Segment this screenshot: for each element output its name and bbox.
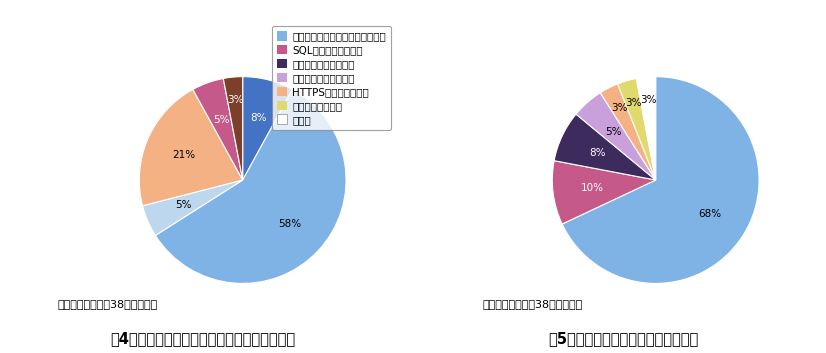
Wedge shape [140,89,243,206]
Text: 図4．今四半期のウェブサイト運営主体の内訳: 図4．今四半期のウェブサイト運営主体の内訳 [110,331,295,346]
Text: 58%: 58% [278,219,301,229]
Text: （今四半期の届出38件の内訳）: （今四半期の届出38件の内訳） [57,299,158,309]
Wedge shape [554,114,656,180]
Wedge shape [636,77,656,180]
Text: 3%: 3% [640,95,657,105]
Wedge shape [553,161,656,224]
Text: 3%: 3% [625,97,642,108]
Text: 8%: 8% [250,113,267,123]
Wedge shape [223,77,243,180]
Text: 図5．今四半期の脆弱性の種類の内訳: 図5．今四半期の脆弱性の種類の内訳 [548,331,699,346]
Legend: クロスサイト・スクリプティング, SQLインジェクション, ファイルの誤った公開, セッション管理の不備, HTTPSの不適切な利用, 認証に関する不備, その: クロスサイト・スクリプティング, SQLインジェクション, ファイルの誤った公開… [272,26,392,130]
Wedge shape [243,77,292,180]
Wedge shape [601,84,656,180]
Text: 3%: 3% [610,103,627,113]
Text: 5%: 5% [176,201,192,210]
Wedge shape [193,78,243,180]
Wedge shape [563,77,759,283]
Text: 3%: 3% [227,95,244,105]
Text: 8%: 8% [590,148,606,158]
Text: 21%: 21% [173,150,196,160]
Text: 5%: 5% [605,127,621,137]
Text: 10%: 10% [581,183,604,193]
Wedge shape [618,78,656,180]
Wedge shape [143,180,243,235]
Text: （今四半期の届出38件の内訳）: （今四半期の届出38件の内訳） [482,299,583,309]
Text: 5%: 5% [213,115,230,125]
Text: 68%: 68% [698,209,721,219]
Wedge shape [155,89,346,283]
Wedge shape [576,93,656,180]
